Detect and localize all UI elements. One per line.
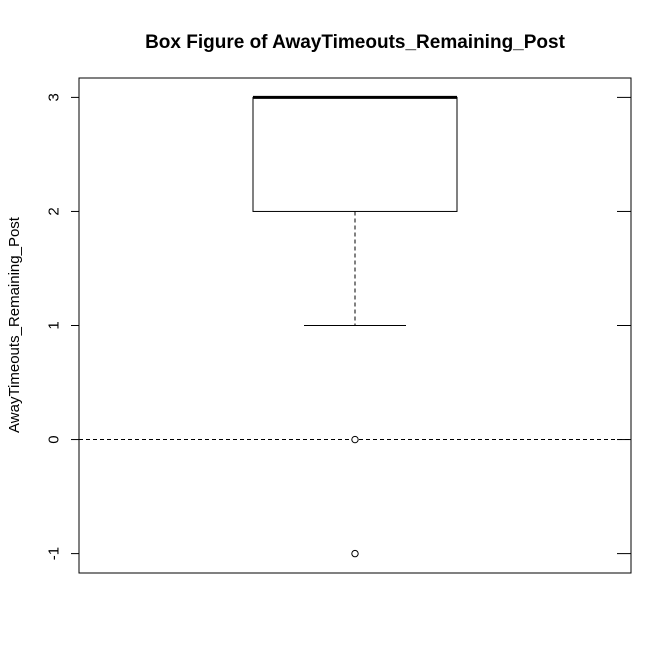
y-tick-label: 3: [45, 93, 62, 101]
chart-title: Box Figure of AwayTimeouts_Remaining_Pos…: [145, 32, 566, 53]
y-tick-label: 2: [45, 207, 62, 215]
outlier-point: [351, 549, 359, 558]
y-tick-label: 1: [45, 321, 62, 329]
y-tick-label: -1: [45, 547, 62, 560]
y-axis-label: AwayTimeouts_Remaining_Post: [6, 216, 23, 433]
y-tick-label: 0: [45, 435, 62, 443]
box-iqr: [252, 96, 458, 212]
outlier-group: [351, 435, 359, 558]
outlier-point: [351, 435, 359, 444]
y-axis: -1 0 1 2 3: [45, 93, 79, 560]
boxplot-group: [252, 95, 458, 326]
y-axis-right-ticks: [617, 96, 631, 555]
